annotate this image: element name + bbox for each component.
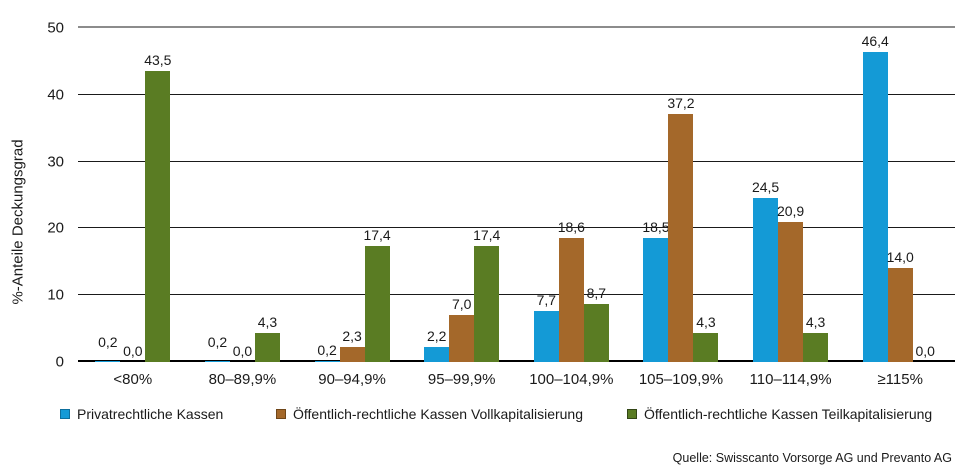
bar-cluster: 0,2 2,3 17,4: [297, 28, 407, 362]
bar-value-label: 14,0: [886, 249, 914, 266]
bar-cluster: 24,5 20,9 4,3: [736, 28, 846, 362]
bar-value-label: 7,0: [451, 296, 472, 313]
bar-cluster: 18,5 37,2 4,3: [626, 28, 736, 362]
x-category-label: 90–94,9%: [318, 371, 386, 388]
gridline: [78, 360, 955, 362]
bar-group: 7,7 18,6 8,7 100–104,9%: [517, 28, 627, 388]
legend-entry: Öffentlich-rechtliche Kassen Vollkapital…: [276, 406, 583, 423]
gridline: [78, 294, 955, 296]
bar-group: 46,4 14,0 0,0 ≥115%: [845, 28, 955, 388]
bar-group: 0,2 2,3 17,4 90–94,9%: [297, 28, 407, 388]
bar-group: 2,2 7,0 17,4 95–99,9%: [407, 28, 517, 388]
y-axis-title: %-Anteile Deckungsgrad: [9, 139, 27, 305]
bar-value-label: 0,2: [98, 333, 118, 350]
bar-group: 18,5 37,2 4,3 105–109,9%: [626, 28, 736, 388]
bar-value-label: 2,3: [342, 327, 362, 344]
bar-value-label: 0,0: [123, 343, 143, 359]
bar-value-label: 2,2: [426, 328, 447, 345]
x-category-label: 105–109,9%: [638, 371, 724, 388]
bar: 4,3: [803, 315, 829, 362]
bar: 24,5: [752, 180, 779, 362]
bar: 37,2: [667, 96, 695, 362]
bar-cluster: 0,2 0,0 43,5: [78, 28, 188, 362]
gridline: [78, 93, 955, 95]
bar-value-label: 4,3: [805, 314, 826, 331]
bar-value-label: 20,9: [776, 203, 805, 220]
legend-label: Öffentlich-rechtliche Kassen Vollkapital…: [293, 406, 584, 422]
legend-entry: Privatrechtliche Kassen: [60, 406, 223, 423]
bar: 2,3: [339, 329, 365, 362]
bar-value-label: 4,3: [696, 314, 716, 331]
bar-value-label: 46,4: [861, 33, 889, 50]
bar-value-label: 17,4: [473, 226, 501, 243]
bar-value-label: 0,0: [232, 343, 253, 359]
gridline: [78, 160, 955, 162]
legend-label: Öffentlich-rechtliche Kassen Teilkapital…: [644, 406, 933, 422]
x-category-label: 100–104,9%: [529, 371, 614, 388]
bar-group: 0,2 0,0 43,5 <80%: [78, 28, 188, 388]
bar: 14,0: [887, 250, 914, 362]
bar-value-label: 8,7: [586, 284, 607, 301]
bar: 0,2: [95, 335, 121, 362]
bar-value-label: 18,5: [642, 219, 670, 236]
bar: 17,4: [363, 228, 391, 362]
legend-label: Privatrechtliche Kassen: [77, 406, 224, 422]
y-tick-label: 50: [47, 19, 64, 37]
bar-value-label: 0,2: [207, 333, 228, 350]
bar-value-label: 24,5: [751, 179, 780, 196]
bar: 17,4: [473, 228, 500, 362]
bar-cluster: 2,2 7,0 17,4: [407, 28, 517, 362]
bar-value-label: 7,7: [536, 291, 557, 308]
bar: 2,2: [424, 329, 450, 362]
bar-cluster: 46,4 14,0 0,0: [845, 28, 955, 362]
y-tick-label: 40: [47, 86, 64, 104]
x-category-label: 95–99,9%: [427, 371, 496, 388]
bar-value-label: 37,2: [667, 94, 695, 111]
legend-entry: Öffentlich-rechtliche Kassen Teilkapital…: [627, 406, 932, 423]
bar: 20,9: [777, 204, 804, 362]
bar: 0,2: [204, 335, 230, 362]
gridline: [78, 26, 955, 28]
bar-value-label: 17,4: [363, 226, 391, 243]
y-tick-label: 0: [55, 353, 64, 371]
bar: 7,7: [533, 293, 559, 362]
x-category-label: 110–114,9%: [749, 371, 832, 388]
x-category-label: <80%: [113, 371, 153, 388]
bar-value-label: 0,2: [317, 341, 337, 358]
plot-area: 0 10 20 30 40 50 0,2 0,0 43,5 <80% 0,2 0,0 4,3 80–89,…: [47, 21, 955, 388]
bar: 18,5: [642, 220, 670, 362]
legend-marker-icon: [60, 409, 70, 420]
legend-marker-icon: [627, 409, 637, 420]
bar: 4,3: [693, 315, 719, 362]
bar-value-label: 4,3: [257, 314, 278, 331]
source-note: Quelle: Swisscanto Vorsorge AG und Preva…: [672, 451, 952, 465]
x-category-label: ≥115%: [877, 371, 923, 388]
bar-groups: 0,2 0,0 43,5 <80% 0,2 0,0 4,3 80–89,9% 0,2 2,3 17,…: [78, 28, 955, 388]
bar: 18,6: [558, 220, 585, 362]
bar: 0,2: [314, 343, 340, 362]
x-category-label: 80–89,9%: [208, 371, 277, 388]
gridline: [78, 227, 955, 229]
bar-value-label: 43,5: [144, 52, 172, 69]
bar: 46,4: [862, 34, 889, 362]
bar: 8,7: [583, 286, 609, 362]
bar-value-label: 0,0: [915, 343, 935, 359]
bar-cluster: 0,2 0,0 4,3: [188, 28, 298, 362]
bar: 43,5: [144, 53, 171, 362]
y-tick-label: 30: [47, 153, 64, 171]
legend-marker-icon: [276, 409, 286, 420]
bar-group: 24,5 20,9 4,3 110–114,9%: [736, 28, 846, 388]
bar-group: 0,2 0,0 4,3 80–89,9%: [188, 28, 298, 388]
bar: 7,0: [449, 297, 475, 362]
bar-value-label: 18,6: [557, 218, 585, 235]
bar: 4,3: [254, 315, 280, 362]
y-tick-label: 10: [47, 286, 64, 304]
y-tick-label: 20: [47, 219, 64, 237]
bar-cluster: 7,7 18,6 8,7: [517, 28, 627, 362]
